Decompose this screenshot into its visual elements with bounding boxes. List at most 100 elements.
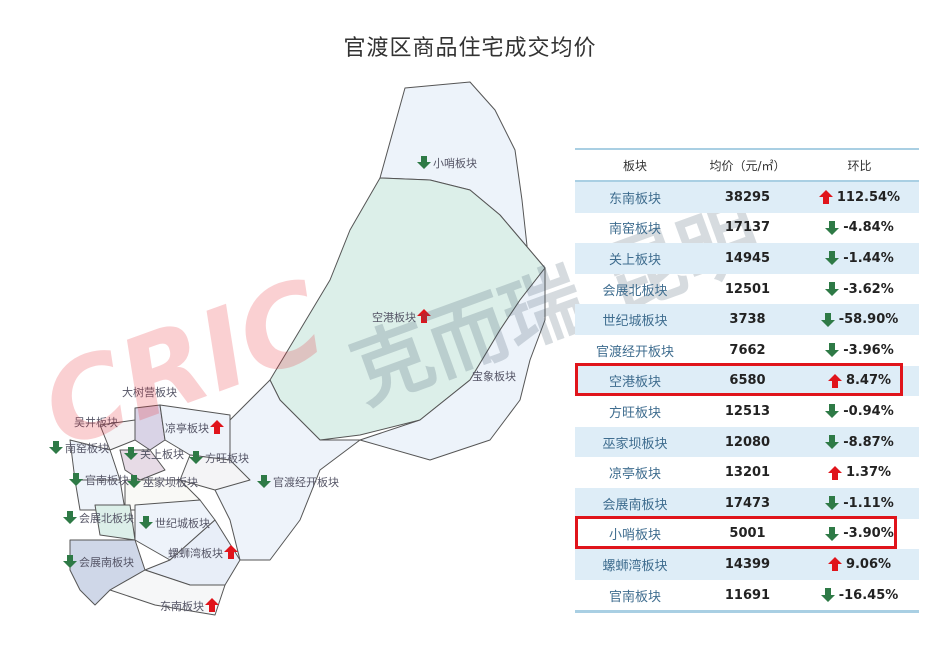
arrow-down-icon: [49, 441, 63, 454]
avg-price: 17473: [724, 495, 771, 511]
map-label: 吴井板块: [74, 415, 118, 429]
arrow-up-icon: [224, 545, 238, 559]
change-value: 1.37%: [845, 465, 892, 481]
avg-price: 13201: [724, 465, 771, 481]
avg-price: 12080: [724, 434, 771, 450]
arrow-down-icon: [825, 343, 840, 358]
change-value: -1.44%: [843, 250, 894, 266]
block-name: 螺蛳湾板块: [602, 558, 668, 574]
change-cell: -3.90%: [800, 526, 919, 541]
block-name: 凉亭板块: [608, 467, 661, 483]
avg-price: 12513: [724, 403, 771, 419]
highlight-box: [575, 515, 897, 549]
change-cell: 9.06%: [800, 557, 919, 572]
block-name: 官渡经开板块: [595, 344, 674, 360]
header-price: 均价（元/㎡）: [709, 158, 786, 173]
change-cell: -1.44%: [800, 251, 919, 266]
map-label: 会展北板块: [79, 511, 134, 525]
avg-price: 38295: [724, 189, 771, 205]
change-value: 9.06%: [845, 556, 892, 572]
block-name: 小哨板块: [608, 528, 661, 544]
table-row: 东南板块 38295 112.54%: [575, 182, 919, 213]
change-cell: 8.47%: [800, 373, 919, 388]
arrow-down-icon: [820, 588, 835, 603]
change-cell: -0.94%: [800, 404, 919, 419]
header-change: 环比: [847, 158, 872, 173]
arrow-down-icon: [124, 447, 138, 460]
change-cell: -3.96%: [800, 343, 919, 358]
change-cell: -4.84%: [800, 220, 919, 235]
table-row: 小哨板块 5001 -3.90%: [575, 519, 919, 550]
block-name: 会展南板块: [602, 497, 668, 513]
change-value: 112.54%: [836, 189, 901, 205]
arrow-down-icon: [825, 404, 840, 419]
change-value: -58.90%: [838, 312, 899, 328]
map-label: 凉亭板块: [165, 421, 209, 435]
highlight-box: [575, 362, 903, 396]
table-row: 巫家坝板块 12080 -8.87%: [575, 426, 919, 458]
map-label: 南窑板块: [65, 441, 109, 455]
table-row: 会展北板块 12501 -3.62%: [575, 274, 919, 305]
block-name: 关上板块: [608, 252, 661, 268]
block-name: 巫家坝板块: [602, 436, 668, 452]
map-label: 官渡经开板块: [273, 475, 339, 489]
map-label: 会展南板块: [79, 555, 134, 569]
change-cell: -58.90%: [800, 312, 919, 327]
region-baoxiang: [359, 267, 546, 461]
arrow-down-icon: [825, 526, 840, 541]
table-row: 世纪城板块 3738 -58.90%: [575, 304, 919, 335]
arrow-down-icon: [63, 555, 77, 568]
change-cell: -3.62%: [800, 282, 919, 297]
map-label: 关上板块: [140, 447, 184, 461]
map-label: 小哨板块: [433, 156, 477, 170]
map-label: 螺蛳湾板块: [168, 546, 223, 560]
map-label: 世纪城板块: [155, 516, 210, 530]
arrow-down-icon: [189, 451, 203, 464]
arrow-down-icon: [63, 511, 77, 524]
avg-price: 7662: [729, 342, 766, 358]
table-row: 官南板块 11691 -16.45%: [575, 580, 919, 611]
change-cell: -16.45%: [800, 588, 919, 603]
table-row: 凉亭板块 13201 1.37%: [575, 457, 919, 488]
map-label: 官南板块: [85, 473, 129, 487]
arrow-up-icon: [818, 190, 833, 205]
arrow-down-icon: [825, 220, 840, 235]
change-value: -4.84%: [843, 220, 894, 236]
change-value: -1.11%: [843, 495, 894, 511]
arrow-down-icon: [417, 156, 431, 169]
arrow-up-icon: [210, 420, 224, 434]
page-title: 官渡区商品住宅成交均价: [343, 36, 597, 61]
avg-price: 5001: [729, 526, 766, 542]
arrow-down-icon: [139, 516, 153, 529]
block-name: 空港板块: [608, 375, 661, 391]
avg-price: 11691: [724, 587, 771, 603]
arrow-up-icon: [827, 465, 842, 480]
map-label: 大树营板块: [122, 385, 177, 399]
block-name: 世纪城板块: [602, 314, 668, 330]
region-wujing: [99, 419, 136, 451]
change-value: -8.87%: [843, 434, 894, 450]
table-row: 螺蛳湾板块 14399 9.06%: [575, 549, 919, 580]
arrow-down-icon: [825, 251, 840, 266]
change-value: -16.45%: [838, 587, 899, 603]
avg-price: 14945: [724, 250, 771, 266]
map-label: 宝象板块: [472, 369, 516, 383]
avg-price: 3738: [729, 312, 766, 328]
map-label: 空港板块: [372, 310, 416, 324]
map-label: 巫家坝板块: [143, 475, 198, 489]
change-value: -3.90%: [843, 526, 894, 542]
table-row: 方旺板块 12513 -0.94%: [575, 396, 919, 427]
table-row: 空港板块 6580 8.47%: [575, 365, 919, 397]
arrow-down-icon: [825, 496, 840, 511]
map-label: 东南板块: [160, 599, 204, 613]
change-value: -0.94%: [843, 403, 894, 419]
change-value: 8.47%: [845, 373, 892, 389]
table-row: 官渡经开板块 7662 -3.96%: [575, 335, 919, 366]
region-fangwang: [179, 454, 251, 491]
block-name: 东南板块: [608, 191, 661, 207]
arrow-down-icon: [820, 312, 835, 327]
table-row: 关上板块 14945 -1.44%: [575, 243, 919, 274]
change-cell: -1.11%: [800, 496, 919, 511]
region-dongnan: [109, 569, 226, 616]
